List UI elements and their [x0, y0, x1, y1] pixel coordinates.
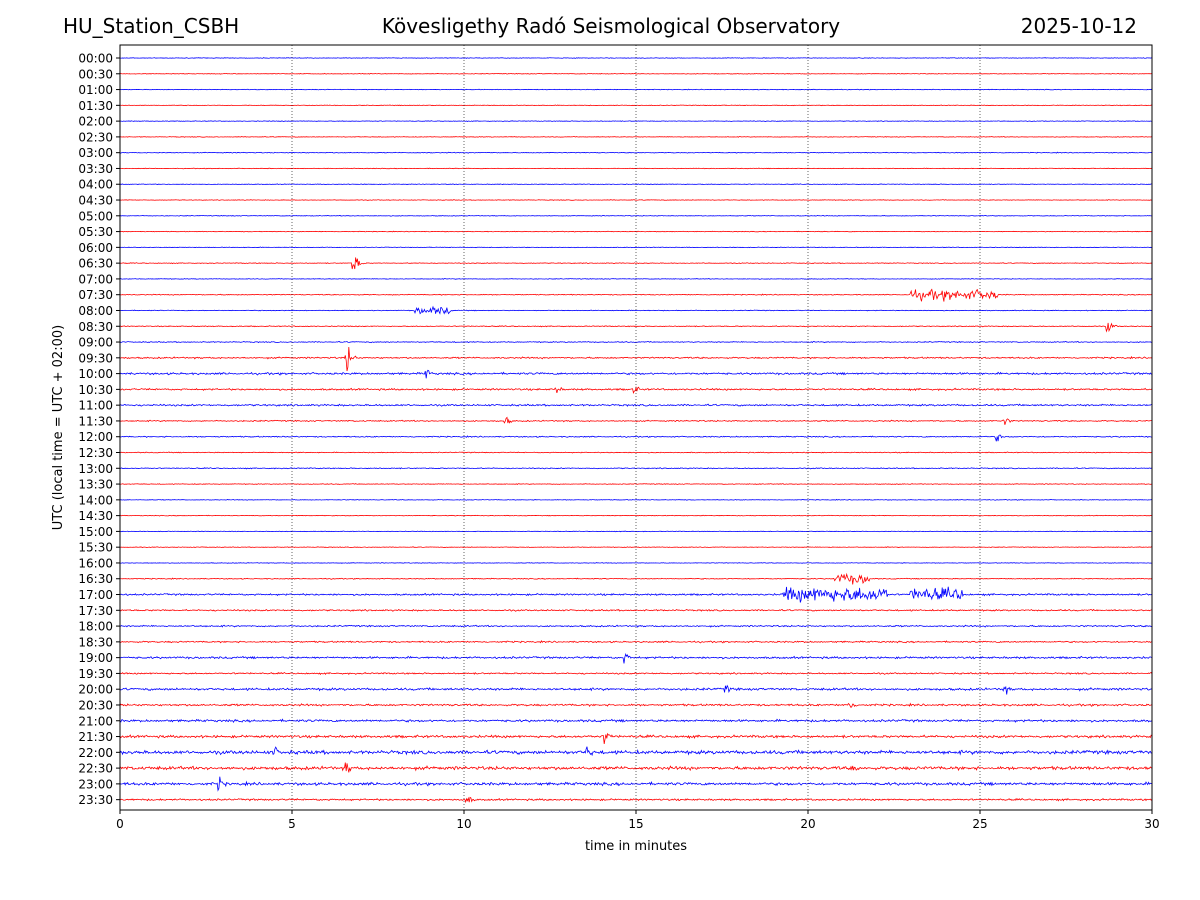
trace-08:30: [119, 322, 1153, 333]
trace-18:00: [119, 624, 1153, 628]
trace-20:00: [119, 684, 1153, 695]
y-tick-label: 03:00: [78, 146, 113, 160]
y-tick-label: 15:00: [78, 525, 113, 539]
y-tick-label: 17:30: [78, 604, 113, 618]
trace-12:30: [119, 451, 1153, 454]
trace-01:00: [119, 88, 1153, 91]
y-tick-label: 13:00: [78, 462, 113, 476]
trace-04:00: [119, 183, 1153, 186]
y-tick-label: 17:00: [78, 588, 113, 602]
y-tick-label: 22:00: [78, 746, 113, 760]
trace-16:30: [119, 572, 1153, 585]
trace-08:00: [119, 305, 1153, 315]
y-tick-label: 04:00: [78, 178, 113, 192]
y-tick-label: 08:30: [78, 320, 113, 334]
x-tick-label: 15: [628, 817, 643, 831]
y-tick-label: 21:30: [78, 730, 113, 744]
y-tick-label: 16:00: [78, 556, 113, 570]
y-tick-label: 00:00: [78, 52, 113, 66]
trace-16:00: [119, 562, 1153, 564]
y-tick-label: 19:30: [78, 667, 113, 681]
x-tick-label: 20: [800, 817, 815, 831]
observatory-title: Kövesligethy Radó Seismological Observat…: [381, 14, 841, 38]
y-tick-label: 23:00: [78, 777, 113, 791]
station-label: HU_Station_CSBH: [63, 14, 240, 38]
y-tick-label: 13:30: [78, 478, 113, 492]
y-tick-label: 04:30: [78, 194, 113, 208]
x-tick-label: 10: [456, 817, 471, 831]
y-tick-label: 08:00: [78, 304, 113, 318]
y-tick-label: 16:30: [78, 572, 113, 586]
y-tick-label: 15:30: [78, 541, 113, 555]
trace-03:00: [119, 151, 1153, 154]
y-tick-label: 12:00: [78, 430, 113, 444]
y-tick-label: 01:00: [78, 83, 113, 97]
y-tick-label: 14:00: [78, 493, 113, 507]
y-tick-label: 10:30: [78, 383, 113, 397]
trace-22:30: [119, 762, 1153, 773]
x-tick-label: 30: [1144, 817, 1159, 831]
y-tick-label: 03:30: [78, 162, 113, 176]
x-tick-label: 5: [288, 817, 296, 831]
trace-14:00: [119, 498, 1153, 501]
x-axis-label: time in minutes: [585, 839, 687, 854]
y-tick-label: 12:30: [78, 446, 113, 460]
trace-00:30: [119, 72, 1153, 75]
y-tick-label: 11:30: [78, 414, 113, 428]
trace-12:00: [119, 434, 1153, 442]
trace-09:30: [119, 347, 1153, 372]
trace-22:00: [119, 746, 1153, 757]
y-tick-label: 06:00: [78, 241, 113, 255]
y-tick-label: 22:30: [78, 762, 113, 776]
x-tick-label: 0: [116, 817, 124, 831]
y-tick-label: 18:30: [78, 635, 113, 649]
y-tick-label: 05:30: [78, 225, 113, 239]
trace-19:00: [119, 652, 1153, 664]
y-tick-label: 10:00: [78, 367, 113, 381]
y-tick-label: 14:30: [78, 509, 113, 523]
y-tick-label: 23:30: [78, 793, 113, 807]
y-tick-label: 02:00: [78, 115, 113, 129]
y-tick-label: 09:30: [78, 351, 113, 365]
trace-14:30: [119, 514, 1153, 517]
y-tick-label: 11:00: [78, 399, 113, 413]
y-tick-label: 07:00: [78, 272, 113, 286]
y-tick-label: 19:00: [78, 651, 113, 665]
x-tick-label: 25: [972, 817, 987, 831]
y-axis-label: UTC (local time = UTC + 02:00): [51, 325, 66, 530]
y-tick-label: 20:30: [78, 698, 113, 712]
y-tick-label: 00:30: [78, 67, 113, 81]
grid-layer: [291, 45, 981, 810]
y-tick-label: 05:00: [78, 209, 113, 223]
trace-23:30: [119, 796, 1153, 804]
trace-06:00: [119, 246, 1153, 249]
trace-04:30: [119, 199, 1153, 201]
y-tick-label: 18:00: [78, 620, 113, 634]
y-tick-label: 02:30: [78, 130, 113, 144]
y-tick-label: 06:30: [78, 257, 113, 271]
y-tick-label: 09:00: [78, 336, 113, 350]
y-tick-label: 07:30: [78, 288, 113, 302]
trace-02:30: [120, 136, 1153, 138]
trace-21:30: [119, 732, 1153, 744]
trace-06:30: [119, 257, 1153, 270]
y-tick-label: 01:30: [78, 99, 113, 113]
trace-10:00: [119, 369, 1153, 379]
y-tick-label: 20:00: [78, 683, 113, 697]
date-label: 2025-10-12: [1020, 14, 1137, 38]
y-tick-label: 21:00: [78, 714, 113, 728]
